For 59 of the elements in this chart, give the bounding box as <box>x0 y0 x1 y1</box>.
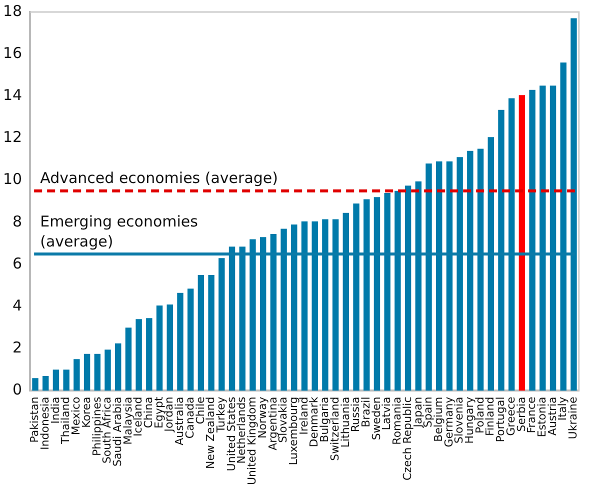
x-tick-label: Slovakia <box>276 396 290 443</box>
bar <box>218 258 225 391</box>
x-tick-label: Serbia <box>514 396 528 432</box>
bar <box>518 95 526 391</box>
y-tick-label: 16 <box>2 44 22 62</box>
x-tick-label: Italy <box>556 396 570 421</box>
x-tick-label: Finland <box>484 396 497 436</box>
x-tick-label: United Kingdom <box>246 396 259 486</box>
bar <box>208 274 214 391</box>
x-tick-label: Hungary <box>463 396 476 444</box>
y-tick-label: 12 <box>2 128 22 146</box>
bar <box>52 370 60 391</box>
bar <box>146 318 152 391</box>
y-tick-label: 0 <box>12 380 22 399</box>
bar <box>125 328 132 391</box>
bar <box>198 274 204 391</box>
bar <box>156 306 163 391</box>
bar <box>63 370 70 391</box>
bar <box>74 359 80 391</box>
x-tick-label: Chile <box>194 396 207 424</box>
bar <box>42 376 49 391</box>
y-tick-label: 4 <box>12 296 22 314</box>
x-tick-label: Sweden <box>370 396 383 440</box>
x-tick-label: Philippines <box>90 396 104 456</box>
bar <box>94 354 100 391</box>
x-tick-label: Bulgaria <box>318 396 332 442</box>
x-tick-label: France <box>525 396 538 434</box>
bar <box>177 292 184 391</box>
y-tick-label: 8 <box>12 212 22 230</box>
x-tick-label: Ukraine <box>566 396 580 440</box>
bar <box>166 304 173 391</box>
x-tick-label: Malaysia <box>121 396 134 445</box>
x-tick-label: New Zealand <box>204 396 218 470</box>
x-tick-label: Luxembourg <box>287 396 300 466</box>
bar <box>32 378 38 391</box>
x-tick-label: Lithuania <box>338 396 352 448</box>
bar <box>136 319 142 391</box>
y-tick-label: 10 <box>2 170 22 188</box>
x-tick-label: India <box>48 396 62 424</box>
x-tick-label: Iceland <box>132 396 145 437</box>
x-tick-label: Turkey <box>214 396 228 434</box>
x-tick-label: Saudi Arabia <box>110 396 124 467</box>
x-tick-label: Portugal <box>494 396 508 442</box>
x-tick-label: Denmark <box>308 396 321 448</box>
x-tick-label: Jordan <box>162 396 176 433</box>
y-tick-label: 18 <box>2 2 22 20</box>
ref-line-label: Advanced economies (average) <box>40 169 278 188</box>
x-tick-label: Thailand <box>59 396 72 445</box>
y-tick-label: 14 <box>2 86 22 104</box>
x-tick-label: Latvia <box>380 396 394 430</box>
y-tick-label: 2 <box>12 338 22 357</box>
ref-line-label: Emerging economies (average) <box>40 212 198 250</box>
x-tick-label: Netherlands <box>235 396 248 464</box>
bar <box>115 343 122 391</box>
y-tick-label: 6 <box>12 254 22 272</box>
x-tick-label: Slovenia <box>452 396 466 444</box>
bar <box>104 350 111 391</box>
bar <box>187 288 194 391</box>
bar <box>84 354 90 391</box>
